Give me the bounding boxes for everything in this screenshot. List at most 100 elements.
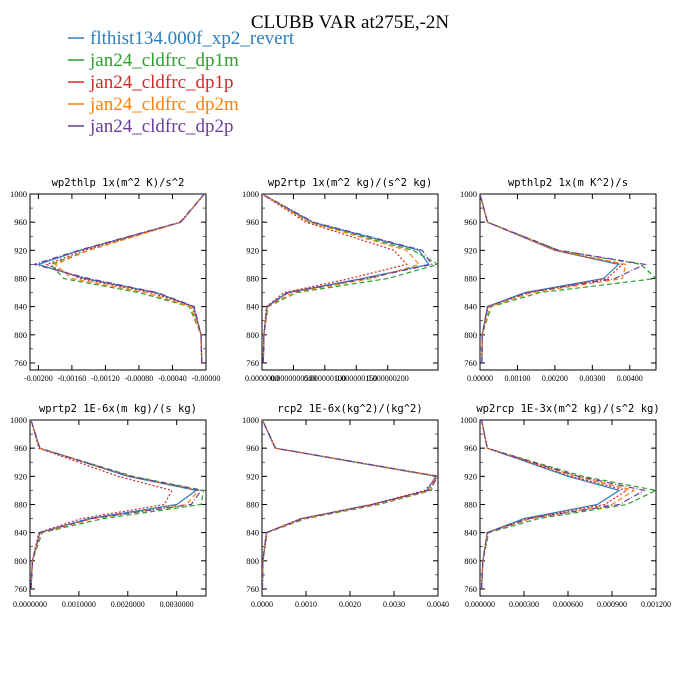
series-line xyxy=(262,194,438,364)
x-tick-label: 0.0000 xyxy=(251,600,273,609)
y-tick-label: 840 xyxy=(14,302,27,312)
y-tick-label: 760 xyxy=(246,358,259,368)
y-tick-label: 1000 xyxy=(460,189,477,199)
x-tick-label: 0.0020 xyxy=(339,600,361,609)
y-tick-label: 1000 xyxy=(10,415,27,425)
y-tick-label: 840 xyxy=(464,528,477,538)
y-tick-label: 840 xyxy=(464,302,477,312)
panel-title: wp2rcp 1E-3x(m^2 kg)/(s^2 kg) xyxy=(476,403,659,415)
series-line xyxy=(480,194,647,364)
series-line xyxy=(262,420,438,590)
y-tick-label: 960 xyxy=(464,217,477,227)
x-tick-label: 0.0040 xyxy=(427,600,449,609)
y-tick-label: 760 xyxy=(464,358,477,368)
y-tick-label: 800 xyxy=(14,556,27,566)
series-line xyxy=(480,420,636,590)
series-line xyxy=(480,420,621,590)
panel-title: wprtp2 1E-6x(m kg)/(s kg) xyxy=(39,403,197,415)
x-tick-label: 0.00400 xyxy=(617,374,643,383)
y-tick-label: 920 xyxy=(464,471,477,481)
series-line xyxy=(262,420,437,590)
panel-title: wp2thlp 1x(m^2 K)/s^2 xyxy=(52,177,185,189)
chart-panel: wprtp2 1E-6x(m kg)/(s kg) 760 800 840 880 920… xyxy=(10,403,207,609)
plot-frame xyxy=(479,419,657,597)
x-tick-label: 0.000000150 xyxy=(335,374,377,383)
series-line xyxy=(480,420,629,590)
x-tick-label: 0.0000000 xyxy=(13,600,47,609)
y-tick-label: 1000 xyxy=(10,189,27,199)
legend-label: jan24_cldfrc_dp2p xyxy=(89,116,234,137)
series-line xyxy=(262,194,433,364)
x-tick-label: 0.00000 xyxy=(467,374,493,383)
y-tick-label: 880 xyxy=(246,273,259,283)
x-tick-label: 0.00200 xyxy=(542,374,568,383)
series-line xyxy=(480,420,646,590)
series-line xyxy=(30,420,203,590)
y-tick-label: 1000 xyxy=(460,415,477,425)
x-tick-label: 0.00300 xyxy=(579,374,605,383)
y-tick-label: 880 xyxy=(14,499,27,509)
y-tick-label: 1000 xyxy=(242,415,259,425)
x-tick-label: -0.00200 xyxy=(24,374,53,383)
chart-panel: wp2rtp 1x(m^2 kg)/(s^2 kg) 760 800 840 880 92… xyxy=(242,177,439,383)
x-tick-label: -0.00080 xyxy=(125,374,154,383)
y-tick-label: 760 xyxy=(246,584,259,594)
x-tick-label: 0.000000200 xyxy=(367,374,409,383)
series-line xyxy=(30,420,198,590)
legend-label: jan24_cldfrc_dp1p xyxy=(89,72,234,93)
y-tick-label: 800 xyxy=(246,556,259,566)
y-tick-label: 880 xyxy=(14,273,27,283)
series-line xyxy=(49,194,205,364)
x-tick-label: 0.000000100 xyxy=(304,374,346,383)
x-tick-label: -0.00160 xyxy=(58,374,87,383)
x-tick-label: -0.00000 xyxy=(192,374,221,383)
series-line xyxy=(262,420,438,590)
x-tick-label: -0.00040 xyxy=(158,374,187,383)
y-tick-label: 920 xyxy=(14,245,27,255)
y-tick-label: 880 xyxy=(464,273,477,283)
y-tick-label: 840 xyxy=(14,528,27,538)
plot-frame xyxy=(261,193,439,371)
y-tick-label: 800 xyxy=(464,330,477,340)
x-tick-label: 0.0010000 xyxy=(62,600,96,609)
panel-title: rcp2 1E-6x(kg^2)/(kg^2) xyxy=(277,403,422,415)
y-tick-label: 920 xyxy=(464,245,477,255)
y-tick-label: 960 xyxy=(246,217,259,227)
series-line xyxy=(53,194,205,364)
y-tick-label: 920 xyxy=(14,471,27,481)
y-tick-label: 800 xyxy=(246,330,259,340)
series-line xyxy=(262,194,421,364)
plot-frame xyxy=(29,193,207,371)
panel-title: wp2rtp 1x(m^2 kg)/(s^2 kg) xyxy=(268,177,432,189)
y-tick-label: 800 xyxy=(464,556,477,566)
chart-panel: wp2rcp 1E-3x(m^2 kg)/(s^2 kg) 760 800 840 88… xyxy=(460,403,671,609)
x-tick-label: 0.000000 xyxy=(465,600,495,609)
y-tick-label: 880 xyxy=(464,499,477,509)
panel-grid: wp2thlp 1x(m^2 K)/s^2 760 800 840 880 920 960 1… xyxy=(10,177,671,609)
legend-label: jan24_cldfrc_dp1m xyxy=(89,50,239,71)
y-tick-label: 800 xyxy=(14,330,27,340)
chart-panel: wpthlp2 1x(m K^2)/s 760 800 840 880 920 960 100… xyxy=(460,177,657,383)
series-line xyxy=(45,194,205,364)
y-tick-label: 920 xyxy=(246,245,259,255)
x-tick-label: 0.000600 xyxy=(553,600,583,609)
series-line xyxy=(480,194,656,364)
x-tick-label: 0.0030 xyxy=(383,600,405,609)
y-tick-label: 840 xyxy=(246,302,259,312)
y-tick-label: 960 xyxy=(464,443,477,453)
x-tick-label: 0.00100 xyxy=(504,374,530,383)
y-tick-label: 880 xyxy=(246,499,259,509)
legend-label: flthist134.000f_xp2_revert xyxy=(90,28,295,49)
x-tick-label: 0.0000000500 xyxy=(270,374,316,383)
y-tick-label: 760 xyxy=(14,358,27,368)
series-line xyxy=(480,194,627,364)
y-tick-label: 960 xyxy=(14,443,27,453)
plot-frame xyxy=(479,193,657,371)
x-tick-label: 0.0010 xyxy=(295,600,317,609)
series-line xyxy=(480,420,656,590)
series-line xyxy=(262,194,430,364)
plot-frame xyxy=(261,419,439,597)
y-tick-label: 760 xyxy=(464,584,477,594)
y-tick-label: 1000 xyxy=(242,189,259,199)
y-tick-label: 960 xyxy=(14,217,27,227)
